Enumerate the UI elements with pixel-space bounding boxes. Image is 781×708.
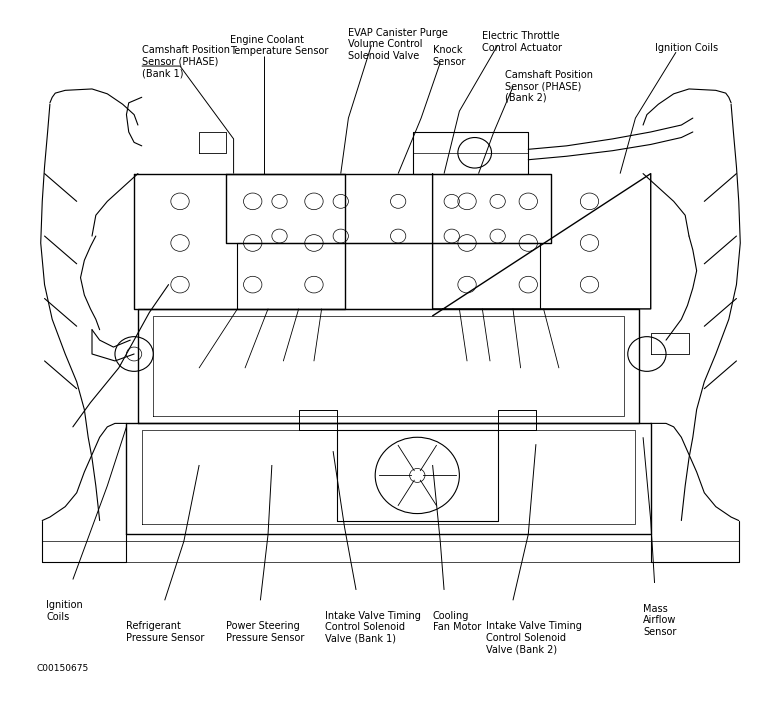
Text: Ignition
Coils: Ignition Coils [46,600,83,622]
Text: Ignition Coils: Ignition Coils [654,43,718,53]
Text: Cooling
Fan Motor: Cooling Fan Motor [433,611,481,632]
Text: Power Steering
Pressure Sensor: Power Steering Pressure Sensor [226,621,305,643]
Text: Refrigerant
Pressure Sensor: Refrigerant Pressure Sensor [127,621,205,643]
Text: C00150675: C00150675 [37,664,89,673]
Text: Mass
Airflow
Sensor: Mass Airflow Sensor [643,604,676,637]
Text: Camshaft Position
Sensor (PHASE)
(Bank 2): Camshaft Position Sensor (PHASE) (Bank 2… [505,69,594,103]
Text: EVAP Canister Purge
Volume Control
Solenoid Valve: EVAP Canister Purge Volume Control Solen… [348,28,448,61]
Text: Engine Coolant
Temperature Sensor: Engine Coolant Temperature Sensor [230,35,328,57]
Text: Camshaft Position
Sensor (PHASE)
(Bank 1): Camshaft Position Sensor (PHASE) (Bank 1… [142,45,230,79]
Text: Intake Valve Timing
Control Solenoid
Valve (Bank 2): Intake Valve Timing Control Solenoid Val… [486,621,582,654]
Text: Electric Throttle
Control Actuator: Electric Throttle Control Actuator [483,31,562,53]
Text: Intake Valve Timing
Control Solenoid
Valve (Bank 1): Intake Valve Timing Control Solenoid Val… [326,611,421,644]
Text: Knock
Sensor: Knock Sensor [433,45,466,67]
